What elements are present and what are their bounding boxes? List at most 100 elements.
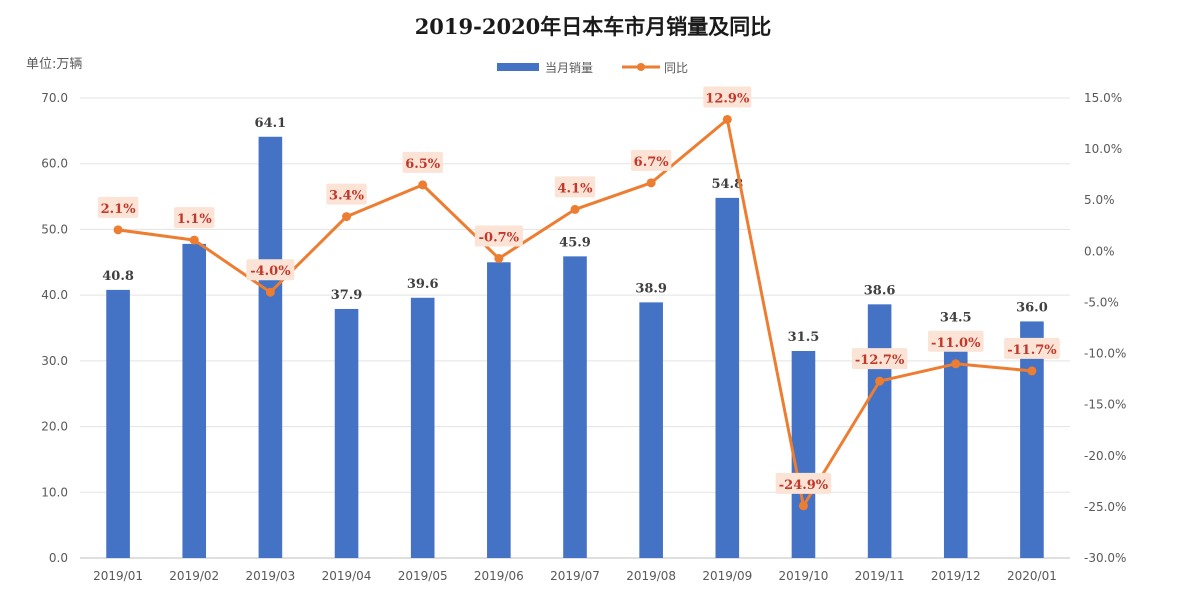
yoy-label-box bbox=[326, 183, 367, 205]
yoy-data-label: 2.1% bbox=[101, 202, 137, 217]
legend-line-marker bbox=[637, 63, 645, 71]
legend: 当月销量 同比 bbox=[497, 61, 688, 75]
y-right-tick-label: 15.0% bbox=[1084, 91, 1122, 105]
y-right-tick-label: 0.0% bbox=[1084, 244, 1115, 258]
yoy-label-box bbox=[402, 151, 443, 173]
y-right-tick-label: -20.0% bbox=[1084, 449, 1126, 463]
yoy-point bbox=[265, 287, 275, 297]
yoy-point bbox=[570, 204, 580, 214]
bar-data-label: 38.6 bbox=[864, 283, 896, 298]
bar bbox=[563, 256, 587, 558]
yoy-data-label: -12.7% bbox=[855, 353, 905, 368]
y-right-tick-label: 10.0% bbox=[1084, 142, 1122, 156]
line-labels: 2.1% 1.1% -4.0% 3.4% 6.5% -0.7% 4.1% 6.7% 12.9% -… bbox=[97, 86, 1060, 494]
y-left-tick-label: 20.0 bbox=[41, 420, 68, 434]
y-right-tick-label: -25.0% bbox=[1084, 500, 1126, 514]
bar-data-label: 31.5 bbox=[788, 330, 820, 345]
y-left-tick-label: 10.0 bbox=[41, 485, 68, 499]
y-right-tick-label: -30.0% bbox=[1084, 551, 1126, 565]
yoy-label-box bbox=[851, 348, 908, 370]
x-tick-label: 2019/08 bbox=[626, 569, 676, 583]
legend-bar-swatch bbox=[497, 63, 539, 71]
yoy-point bbox=[951, 359, 961, 369]
bar bbox=[791, 351, 816, 558]
y-right-tick-label: -15.0% bbox=[1084, 398, 1126, 412]
yoy-label-box bbox=[246, 259, 295, 281]
x-tick-label: 2019/04 bbox=[322, 569, 372, 583]
yoy-label-box bbox=[703, 86, 752, 108]
yoy-data-label: -24.9% bbox=[779, 478, 829, 493]
bar bbox=[867, 304, 892, 558]
yoy-data-label: 3.4% bbox=[329, 189, 365, 204]
unit-label: 单位:万辆 bbox=[26, 57, 82, 72]
yoy-point bbox=[342, 212, 352, 222]
x-tick-label: 2019/12 bbox=[931, 569, 981, 583]
yoy-label-box bbox=[775, 472, 832, 494]
bar bbox=[106, 289, 130, 558]
y-right-tick-label: -10.0% bbox=[1084, 347, 1126, 361]
yoy-point bbox=[418, 180, 428, 190]
yoy-label-box bbox=[474, 225, 523, 247]
bar bbox=[182, 243, 207, 558]
x-axis: 2019/01 2019/02 2019/03 2019/04 2019/05 2019/… bbox=[93, 569, 1057, 583]
bar-data-label: 64.1 bbox=[255, 116, 287, 131]
x-tick-label: 2019/09 bbox=[702, 569, 752, 583]
bar bbox=[943, 331, 968, 558]
bar-data-label: 39.6 bbox=[407, 277, 439, 292]
yoy-label-box bbox=[927, 330, 984, 352]
yoy-data-label: -4.0% bbox=[250, 264, 291, 279]
yoy-point bbox=[646, 178, 656, 188]
yoy-data-label: 6.5% bbox=[405, 157, 441, 172]
bar-data-label: 54.8 bbox=[711, 177, 743, 192]
yoy-point bbox=[189, 235, 199, 245]
bar bbox=[334, 308, 359, 558]
bar-data-label: 40.8 bbox=[102, 269, 134, 284]
x-tick-label: 2019/07 bbox=[550, 569, 600, 583]
y-right-tick-label: -5.0% bbox=[1084, 295, 1119, 309]
yoy-label-box bbox=[97, 196, 139, 218]
x-tick-label: 2019/03 bbox=[245, 569, 295, 583]
bar-data-label: 34.5 bbox=[940, 310, 972, 325]
yoy-point bbox=[875, 376, 885, 386]
bar-data-label: 37.9 bbox=[331, 288, 363, 303]
y-left-tick-label: 60.0 bbox=[41, 157, 68, 171]
bar-labels: 40.8 64.1 37.9 39.6 45.9 38.9 54.8 31.5 38.6 34.5… bbox=[102, 116, 1048, 345]
chart-title: 2019-2020年日本车市月销量及同比 bbox=[415, 14, 772, 39]
yoy-data-label: 4.1% bbox=[558, 181, 594, 196]
y-left-tick-label: 30.0 bbox=[41, 354, 68, 368]
line-series bbox=[113, 114, 1037, 511]
yoy-point bbox=[722, 114, 732, 124]
bar bbox=[410, 297, 435, 558]
bar-series bbox=[106, 136, 1044, 558]
y-right-axis: -30.0% -25.0% -20.0% -15.0% -10.0% -5.0% 0.0% 5… bbox=[1084, 91, 1126, 565]
bar bbox=[639, 302, 663, 558]
yoy-data-label: 1.1% bbox=[177, 212, 213, 227]
yoy-label-box bbox=[630, 149, 672, 171]
bar bbox=[715, 197, 740, 558]
legend-bar-label: 当月销量 bbox=[545, 61, 593, 75]
x-tick-label: 2019/06 bbox=[474, 569, 524, 583]
x-tick-label: 2019/01 bbox=[93, 569, 143, 583]
x-tick-label: 2019/10 bbox=[779, 569, 829, 583]
bar bbox=[1020, 321, 1044, 558]
yoy-data-label: -0.7% bbox=[479, 230, 520, 245]
y-left-axis: 0.0 10.0 20.0 30.0 40.0 50.0 60.0 70.0 bbox=[41, 91, 68, 565]
yoy-data-label: 12.9% bbox=[705, 91, 750, 106]
yoy-label-box bbox=[554, 176, 596, 198]
y-left-tick-label: 0.0 bbox=[49, 551, 68, 565]
y-left-tick-label: 50.0 bbox=[41, 222, 68, 236]
y-left-tick-label: 40.0 bbox=[41, 288, 68, 302]
bar bbox=[258, 136, 283, 558]
bar-data-label: 38.9 bbox=[635, 281, 667, 296]
yoy-point bbox=[798, 501, 808, 511]
y-left-tick-label: 70.0 bbox=[41, 91, 68, 105]
bar bbox=[487, 262, 511, 558]
bar-data-label: 36.0 bbox=[1016, 300, 1048, 315]
yoy-data-label: -11.7% bbox=[1007, 343, 1057, 358]
yoy-data-label: 6.7% bbox=[634, 155, 670, 170]
bar-data-label: 45.9 bbox=[559, 235, 591, 250]
yoy-point bbox=[494, 253, 504, 263]
x-tick-label: 2019/11 bbox=[855, 569, 905, 583]
legend-line-label: 同比 bbox=[664, 61, 688, 75]
